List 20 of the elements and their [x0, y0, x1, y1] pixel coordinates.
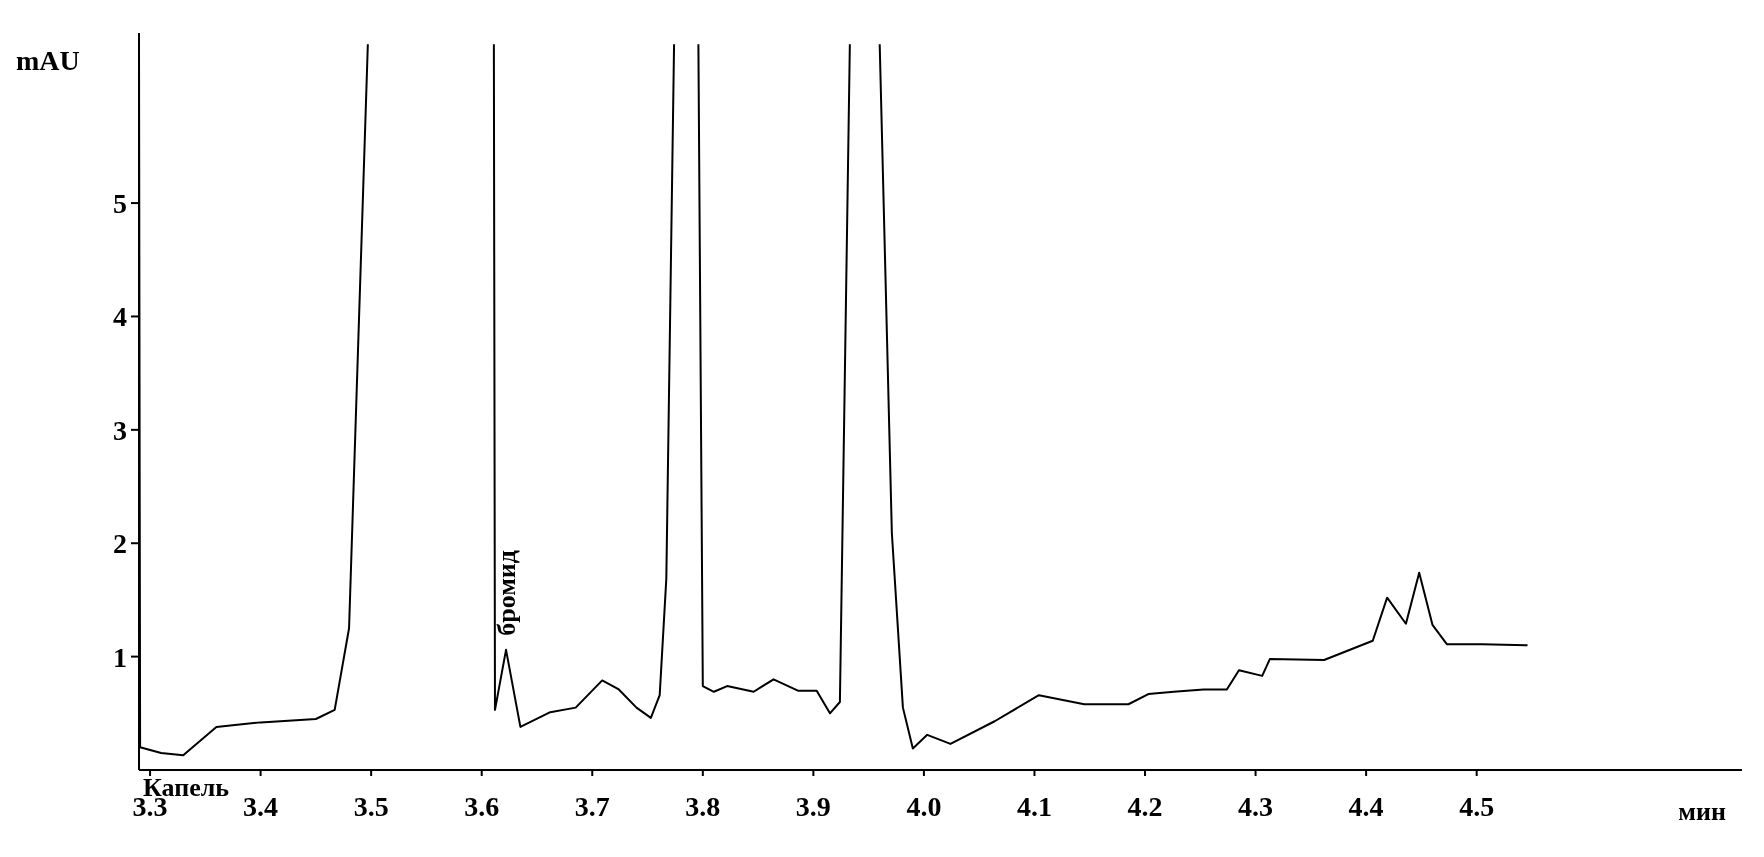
y-axis-title: mAU	[16, 45, 80, 76]
x-tick-label: 4.1	[1016, 790, 1052, 822]
x-tick-label: 4.4	[1348, 790, 1384, 822]
y-tick-label: 3	[113, 414, 127, 446]
x-tick-label: 3.8	[685, 790, 721, 822]
y-tick-label: 1	[113, 641, 127, 673]
y-tick-label: 2	[113, 528, 127, 560]
x-tick-label: 4.5	[1459, 790, 1495, 822]
annotation: бромид	[492, 550, 522, 636]
y-tick-label: 4	[113, 301, 127, 333]
x-tick-label: 3.4	[243, 790, 279, 822]
x-tick-label: 4.2	[1127, 790, 1163, 822]
x-tick-label: 3.7	[574, 790, 610, 822]
x-tick-label: 4.0	[906, 790, 942, 822]
x-tick-label: 4.3	[1238, 790, 1274, 822]
y-tick-label: 5	[113, 188, 127, 220]
x-tick-label: 3.6	[464, 790, 500, 822]
x-axis-title: мин	[1678, 797, 1727, 826]
x-tick-label: 3.9	[795, 790, 831, 822]
x-tick-label: 3.5	[353, 790, 389, 822]
